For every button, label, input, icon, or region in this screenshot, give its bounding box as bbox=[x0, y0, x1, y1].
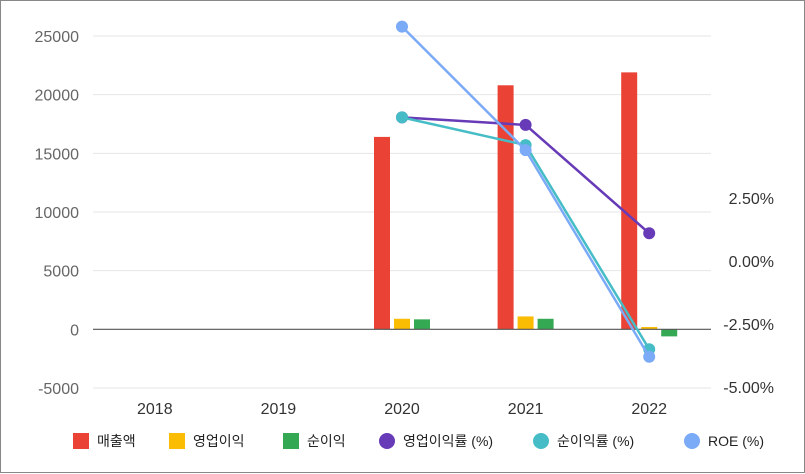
roe-line bbox=[401, 25, 651, 358]
x-axis-ticks: 2018 2019 2020 2021 2022 bbox=[137, 401, 667, 418]
left-tick-label: 5000 bbox=[43, 264, 79, 281]
left-tick-label: 20000 bbox=[35, 88, 80, 105]
right-tick-label: 2.50% bbox=[729, 191, 774, 208]
roe-point bbox=[519, 144, 532, 157]
roe-point bbox=[643, 350, 656, 363]
bar-revenue bbox=[621, 72, 638, 330]
legend: 매출액 영업이익 순이익 영업이익률 (%) 순이익률 (%) ROE (%) bbox=[73, 433, 764, 449]
legend-label: 영업이익률 (%) bbox=[403, 433, 493, 449]
legend-label: 순이익 bbox=[307, 433, 346, 449]
net-margin-point bbox=[396, 111, 408, 124]
roe-point bbox=[396, 20, 408, 33]
legend-label: 영업이익 bbox=[193, 433, 245, 449]
grid-lines bbox=[93, 35, 711, 389]
legend-swatch bbox=[283, 433, 299, 449]
bars bbox=[374, 72, 678, 337]
legend-label: ROE (%) bbox=[708, 433, 764, 449]
operating-margin-point bbox=[643, 227, 656, 240]
left-tick-label: 25000 bbox=[35, 29, 80, 46]
legend-label: 순이익률 (%) bbox=[557, 433, 634, 449]
legend-swatch bbox=[533, 433, 549, 449]
bar-revenue bbox=[374, 136, 390, 330]
bar-operating-profit bbox=[394, 318, 410, 330]
right-tick-label: -2.50% bbox=[723, 317, 774, 334]
x-tick-label: 2019 bbox=[261, 401, 297, 418]
legend-swatch bbox=[379, 433, 395, 449]
legend-label: 매출액 bbox=[97, 433, 136, 449]
operating-margin-point bbox=[519, 118, 532, 131]
left-axis-ticks: 25000 20000 15000 10000 5000 0 -5000 bbox=[35, 29, 80, 398]
line-series bbox=[396, 20, 656, 363]
bar-net-profit bbox=[414, 319, 430, 330]
left-tick-label: -5000 bbox=[38, 381, 79, 398]
bar-net-profit bbox=[537, 318, 554, 330]
x-tick-label: 2022 bbox=[631, 401, 667, 418]
left-tick-label: 15000 bbox=[35, 146, 80, 163]
bar-operating-profit bbox=[641, 326, 658, 330]
right-axis-ticks: 2.50% 0.00% -2.50% -5.00% bbox=[723, 191, 774, 397]
legend-swatch bbox=[169, 433, 185, 449]
x-tick-label: 2018 bbox=[137, 401, 173, 418]
right-tick-label: 0.00% bbox=[729, 254, 774, 271]
bar-net-profit bbox=[661, 329, 678, 337]
x-tick-label: 2021 bbox=[508, 401, 544, 418]
bar-revenue bbox=[497, 85, 514, 330]
left-tick-label: 10000 bbox=[35, 205, 80, 222]
x-tick-label: 2020 bbox=[384, 401, 420, 418]
operating-margin-line bbox=[401, 116, 651, 235]
legend-swatch bbox=[73, 433, 89, 449]
right-tick-label: -5.00% bbox=[723, 380, 774, 397]
legend-swatch bbox=[684, 433, 700, 449]
left-tick-label: 0 bbox=[70, 322, 79, 339]
bar-operating-profit bbox=[517, 316, 534, 330]
